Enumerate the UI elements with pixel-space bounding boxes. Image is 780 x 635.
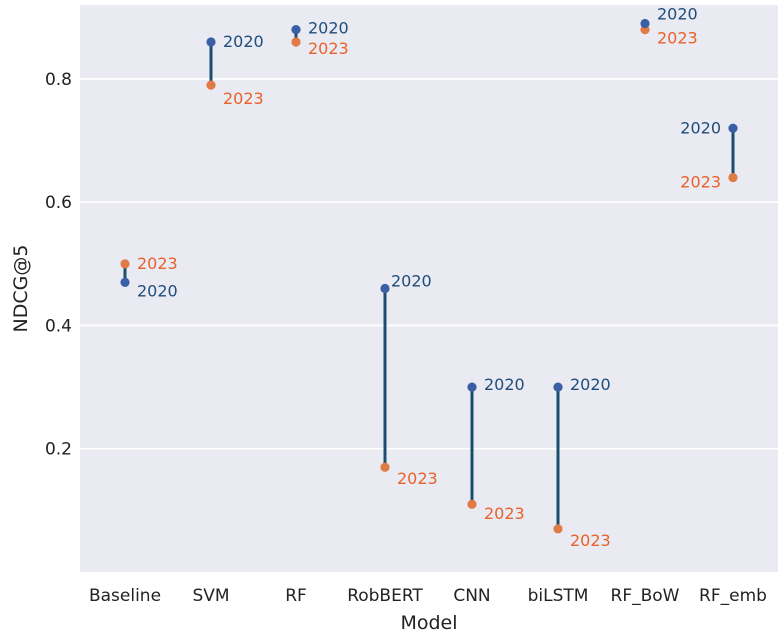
label-2020: 2020 [657,4,698,23]
point-2023 [120,259,130,269]
point-2020 [467,382,477,392]
point-2023 [291,37,301,47]
label-2023: 2023 [223,89,264,108]
grid-lines [80,78,778,450]
label-2023: 2023 [570,531,611,550]
point-2023 [728,172,738,183]
x-tick-label: SVM [192,586,229,606]
y-axis-label: NDCG@5 [10,245,32,333]
data-points [120,18,738,534]
label-2020: 2020 [570,375,611,394]
y-tick-label: 0.6 [45,193,72,213]
label-2020: 2020 [391,272,432,291]
point-2020 [640,18,650,29]
y-axis-ticks: 0.2 0.4 0.6 0.8 [45,70,72,460]
x-axis-label: Model [400,612,457,634]
x-tick-label: CNN [453,586,490,606]
x-tick-label: RF_emb [699,586,767,606]
plot-area [80,5,778,572]
y-tick-label: 0.2 [45,440,72,460]
label-2023: 2023 [308,39,349,58]
point-2023 [380,462,390,472]
label-2023: 2023 [397,469,438,488]
x-tick-label: Baseline [89,586,161,606]
point-2020 [728,123,738,133]
label-2023: 2023 [137,254,178,273]
y-tick-label: 0.8 [45,70,72,90]
y-tick-label: 0.4 [45,316,72,336]
label-2023: 2023 [484,504,525,523]
x-tick-label: RobBERT [347,586,423,606]
label-2020: 2020 [680,118,721,137]
x-tick-label: RF [285,586,307,606]
label-2020: 2020 [223,32,264,51]
point-labels: 2020202320202023202020232020202320202023… [137,4,721,549]
label-2020: 2020 [137,281,178,300]
x-tick-label: biLSTM [528,586,589,606]
label-2020: 2020 [484,375,525,394]
point-2020 [120,277,130,287]
label-2023: 2023 [680,173,721,192]
point-2023 [206,80,216,90]
x-tick-label: RF_BoW [611,586,680,606]
label-2023: 2023 [657,29,698,48]
label-2020: 2020 [308,19,349,38]
point-2023 [553,524,563,534]
point-2020 [380,283,390,294]
point-2023 [467,499,477,509]
point-2020 [206,37,216,47]
point-2020 [553,382,563,392]
x-axis-ticks: Baseline SVM RF RobBERT CNN biLSTM RF_BoW RF_em… [89,586,767,606]
point-2020 [291,25,301,35]
